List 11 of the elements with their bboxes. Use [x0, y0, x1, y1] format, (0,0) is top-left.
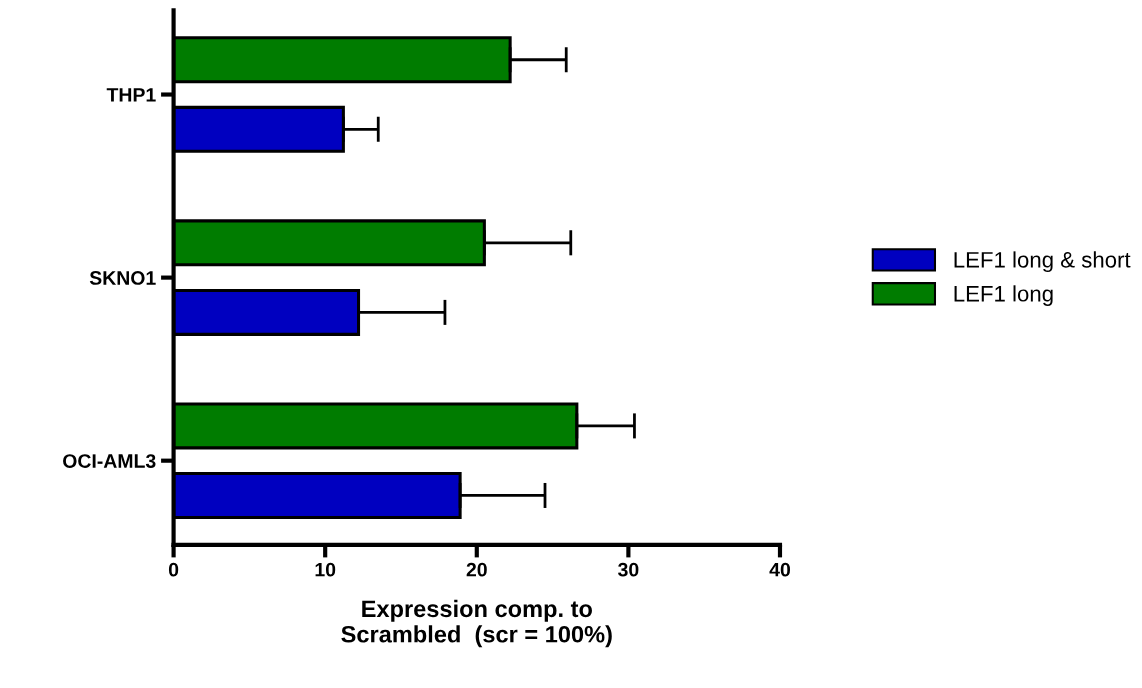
x-tick-label: 30	[618, 562, 639, 577]
y-tick-label: SKNO1	[89, 271, 156, 285]
x-tick-label: 10	[315, 562, 336, 577]
x-tick-label: 0	[168, 562, 179, 577]
x-axis-title: Expression comp. to Scrambled (scr = 100%)	[341, 599, 612, 648]
x-tick-label: 40	[769, 562, 790, 577]
x-tick-label: 20	[466, 562, 487, 577]
legend-label: LEF1 long	[954, 285, 1053, 306]
legend-label: LEF1 long & short	[954, 251, 1131, 273]
y-tick-label: OCI-AML3	[63, 454, 156, 468]
y-tick-label: THP1	[106, 88, 156, 102]
